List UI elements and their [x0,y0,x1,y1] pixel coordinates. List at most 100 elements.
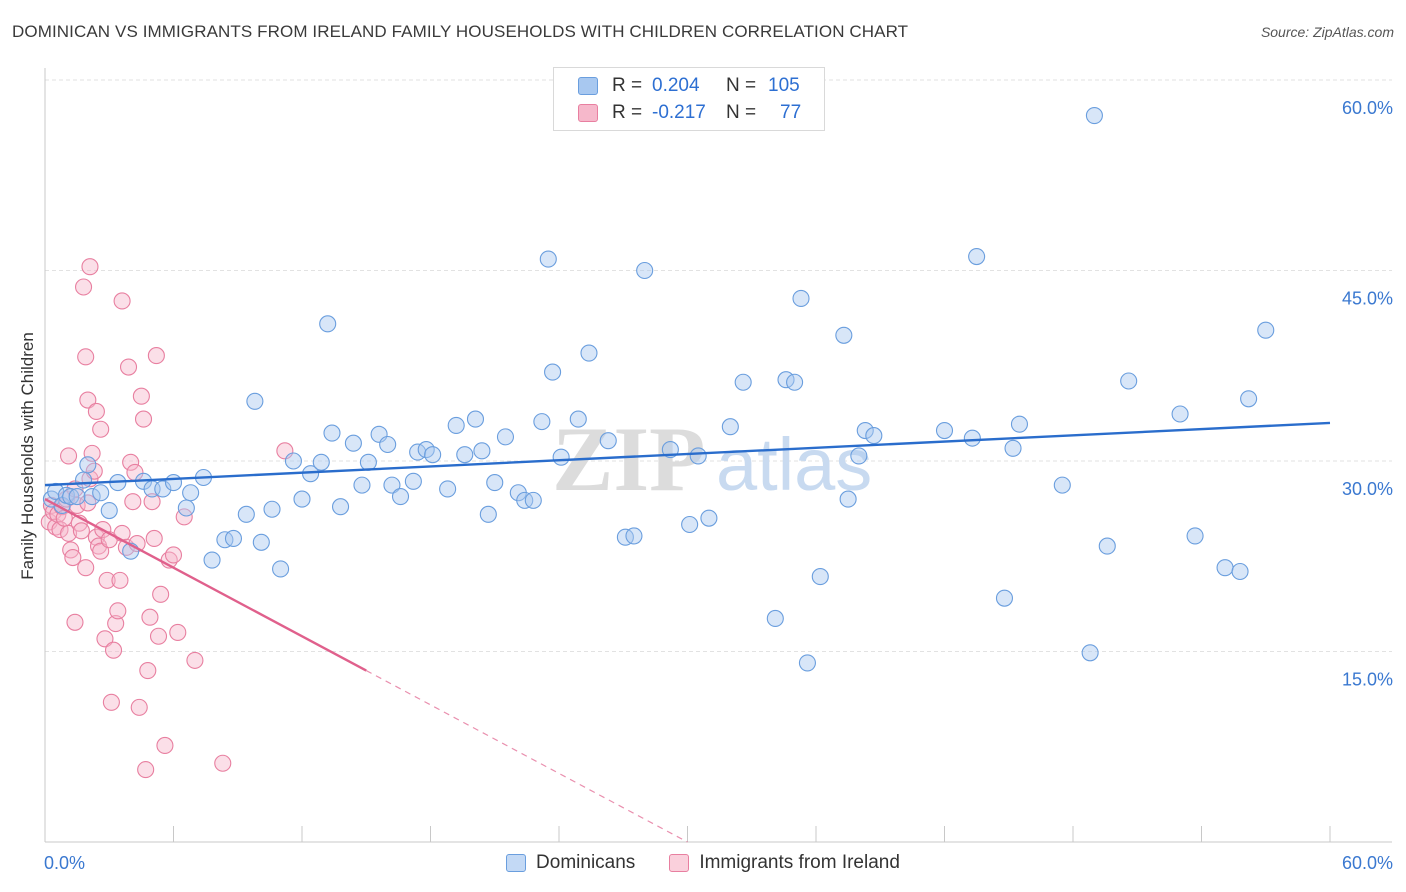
dominicans-point [75,471,93,489]
dominicans-point [391,488,410,506]
legend-label: Dominicans [536,852,636,873]
dominicans-trend-line [44,421,1331,487]
dominicans-point [246,392,264,410]
dominicans-point [424,446,442,464]
ireland-point [130,698,148,716]
ireland-point [81,258,99,276]
dominicans-point [100,501,118,520]
ireland-point [83,444,101,462]
dominicans-point [516,491,534,509]
grid-lines [45,79,1392,652]
tick-labels: 15.0% 30.0% 45.0% 60.0% 0.0% 60.0% [44,98,1393,873]
dominicans-point [835,326,853,344]
stats-row-dominicans: R = 0.204 N = 105 [578,73,800,99]
dominicans-point [284,452,302,470]
dominicans-point [786,373,804,391]
series-legend: Dominicans Immigrants from Ireland [0,852,1406,874]
ireland-point [152,585,170,603]
x-tick-label: 60.0% [1342,853,1393,873]
dominicans-point [1231,562,1249,581]
ireland-point [156,736,174,755]
legend-item-dominicans[interactable]: Dominicans [506,852,635,874]
ireland-point [77,559,95,577]
dominicans-point [1120,372,1138,390]
dominicans-point [359,453,377,471]
n-label: N = [726,102,757,123]
dominicans-point [766,609,784,628]
ireland-point [169,623,187,642]
dominicans-point [177,499,195,517]
dominicans-legend-swatch [506,854,527,872]
dominicans-point [479,505,497,523]
series-ireland-points [40,258,294,779]
r-value: 0.204 [652,75,700,96]
ireland-point [122,453,140,471]
dominicans-point [1053,476,1071,494]
ireland-point [79,391,97,409]
dominicans-point [839,490,857,508]
dominicans-point [319,315,337,333]
dominicans-point [164,474,183,492]
dominicans-point [62,488,80,506]
ireland-point [143,493,161,511]
dominicans-point [798,654,816,672]
dominicans-point [83,488,101,506]
dominicans-point [850,447,868,465]
dominicans-point [263,500,281,518]
dominicans-point [552,448,570,466]
ireland-point [104,641,123,659]
y-tick-label: 30.0% [1342,479,1393,499]
ireland-point [72,522,90,540]
dominicans-point [689,447,707,465]
dominicans-point [312,453,330,471]
ireland-point [51,521,69,539]
dominicans-point [1257,321,1275,339]
n-value: 77 [780,102,802,123]
ireland-point [102,693,120,711]
ireland-point [134,410,153,428]
ireland-point [145,529,163,548]
dominicans-point [544,363,562,381]
dominicans-point [625,527,643,545]
trend-lines [44,421,1331,843]
y-tick-label: 45.0% [1342,289,1393,309]
ireland-swatch [578,104,598,122]
ireland-point [147,347,165,365]
dominicans-point [496,428,515,446]
dominicans-point [616,528,634,546]
ireland-point [124,493,142,511]
watermark: ZIP atlas [552,408,872,510]
ireland-point [149,627,168,645]
dominicans-point [79,456,97,474]
ireland-point [60,524,78,542]
dominicans-point [935,421,954,440]
n-value: 105 [768,75,800,96]
dominicans-point [865,427,883,445]
ireland-point [98,571,116,589]
dominicans-point [1010,415,1029,433]
legend-item-ireland[interactable]: Immigrants from Ireland [669,852,900,874]
dominicans-point [580,344,598,362]
dominicans-point [1216,559,1234,577]
dominicans-point [323,424,341,442]
ireland-point [132,387,150,405]
chart-title: DOMINICAN VS IMMIGRANTS FROM IRELAND FAM… [12,22,909,41]
dominicans-point [856,421,874,440]
ireland-point [164,546,183,564]
ireland-point [96,630,114,648]
dominicans-point [447,416,465,434]
ireland-point [111,571,129,589]
dominicans-point [456,446,474,464]
dominicans-point [1081,644,1099,662]
ireland-point [87,402,105,421]
dominicans-point [1240,390,1258,408]
source-label: Source: ZipAtlas.com [1260,24,1394,40]
ireland-trend-line [44,498,367,672]
dominicans-point [486,474,504,492]
axes [44,68,1392,843]
dominicans-point [216,531,234,549]
dominicans-point [404,472,422,490]
dominicans-point [636,261,654,280]
dominicans-point [533,413,551,431]
r-value: -0.217 [652,102,706,123]
